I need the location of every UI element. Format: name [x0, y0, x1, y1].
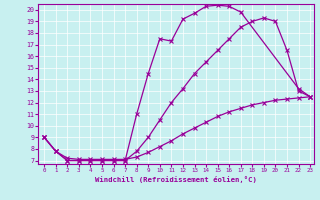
X-axis label: Windchill (Refroidissement éolien,°C): Windchill (Refroidissement éolien,°C): [95, 176, 257, 183]
